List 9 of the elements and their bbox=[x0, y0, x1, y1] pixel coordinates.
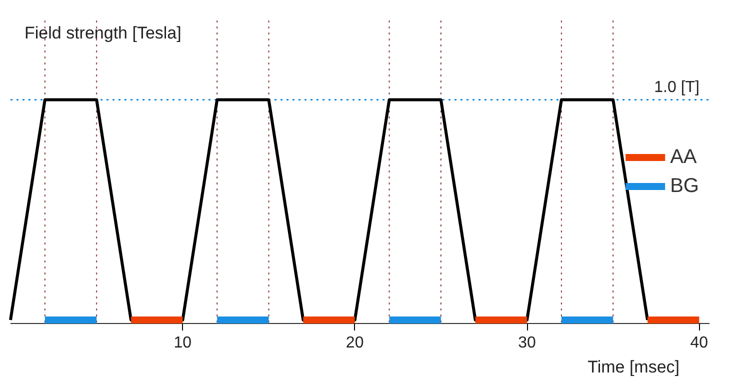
x-tick-label: 30 bbox=[518, 334, 536, 352]
x-axis-title: Time [msec] bbox=[588, 358, 680, 376]
legend-label: BG bbox=[670, 174, 699, 198]
x-tick-label: 10 bbox=[174, 334, 192, 352]
y-axis-title: Field strength [Tesla] bbox=[24, 24, 182, 42]
x-tick-label: 40 bbox=[690, 334, 708, 352]
x-tick-label: 20 bbox=[346, 334, 364, 352]
legend-label: AA bbox=[670, 146, 697, 168]
ref-line-label: 1.0 [T] bbox=[654, 78, 700, 96]
